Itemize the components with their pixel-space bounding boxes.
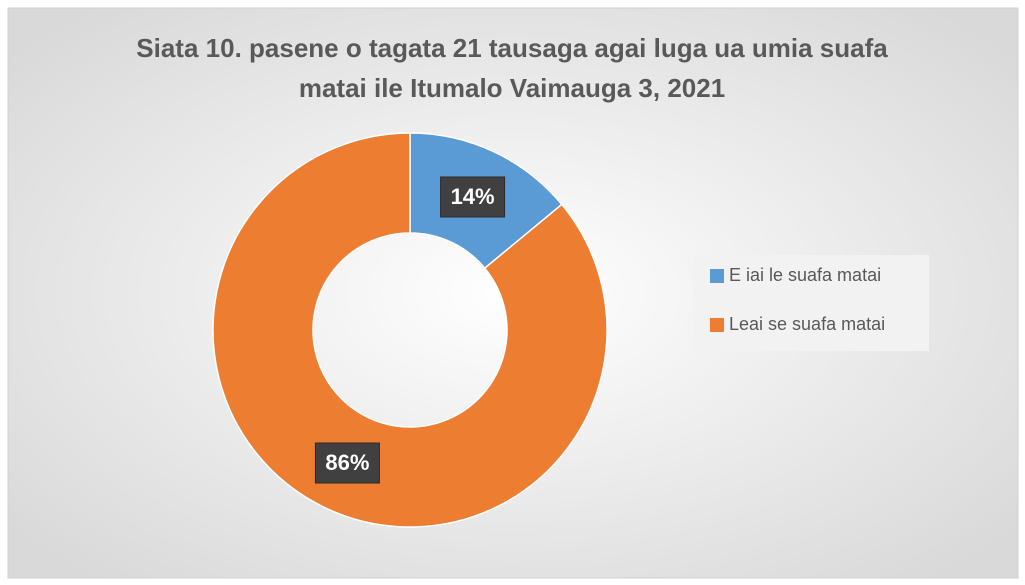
data-label: 14% — [451, 184, 495, 209]
donut-segment — [212, 132, 608, 528]
legend-swatch — [710, 269, 724, 283]
legend-box — [693, 255, 929, 351]
data-label-box — [440, 176, 506, 218]
chart-title: matai ile Itumalo Vaimauga 3, 2021 — [299, 73, 725, 103]
legend-swatch — [710, 318, 724, 332]
legend-label: Leai se suafa matai — [729, 314, 885, 334]
legend-label: E iai le suafa matai — [729, 265, 881, 285]
data-label-box — [314, 442, 380, 484]
data-label: 86% — [325, 450, 369, 475]
chart-title: Siata 10. pasene o tagata 21 tausaga aga… — [136, 33, 888, 63]
